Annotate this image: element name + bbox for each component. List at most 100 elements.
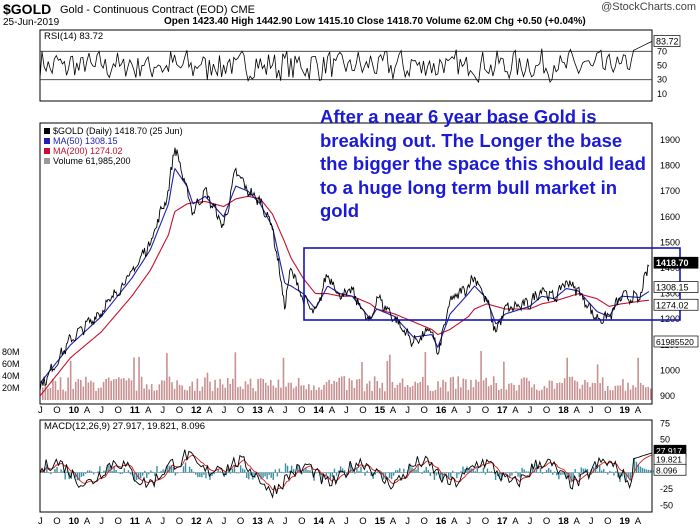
macd-histogram-bar: [572, 472, 574, 481]
volume-bar: [125, 380, 128, 400]
volume-bar: [72, 388, 74, 400]
volume-bar: [163, 380, 166, 400]
volume-bar: [470, 379, 472, 400]
volume-bar: [186, 390, 188, 400]
volume-bar: [500, 388, 503, 400]
macd-histogram-bar: [384, 472, 387, 480]
macd-histogram-bar: [335, 472, 338, 476]
volume-bar: [44, 384, 47, 400]
volume-bar: [264, 382, 267, 400]
volume-bar: [525, 377, 528, 400]
macd-histogram-bar: [525, 471, 527, 473]
volume-bar: [333, 380, 335, 400]
x-axis-label: O: [176, 405, 183, 416]
x-axis-label: J: [222, 405, 227, 416]
x-axis-label-bottom: A: [145, 516, 152, 527]
macd-histogram-bar: [605, 471, 607, 473]
macd-histogram-bar: [474, 471, 476, 473]
x-axis-label: J: [283, 405, 288, 416]
macd-histogram-bar: [374, 472, 376, 475]
volume-bar: [143, 388, 145, 400]
price-last-value-box: [653, 281, 699, 293]
volume-bar: [634, 387, 637, 400]
volume-bar: [47, 388, 49, 400]
macd-histogram-bar: [290, 465, 293, 473]
volume-bar: [229, 383, 232, 400]
macd-histogram-bar: [307, 470, 309, 473]
volume-bar: [427, 385, 429, 400]
volume-bar: [624, 390, 627, 400]
rsi-last-value-label: 83.72: [656, 37, 679, 47]
volume-bar: [579, 388, 581, 400]
volume-bar: [548, 380, 551, 400]
macd-histogram-bar: [505, 472, 507, 475]
volume-bar: [361, 362, 363, 400]
volume-bar: [310, 390, 313, 400]
macd-histogram-bar: [97, 471, 99, 473]
macd-histogram-bar: [450, 472, 452, 478]
macd-histogram-bar: [603, 468, 605, 473]
volume-bar: [77, 378, 80, 400]
macd-histogram-bar: [397, 470, 399, 473]
volume-bar: [123, 378, 125, 400]
rsi-panel-frame: [39, 29, 653, 102]
x-axis-label-bottom: O: [421, 516, 428, 527]
price-tick-label: 900: [660, 391, 675, 401]
x-axis-label-bottom: J: [466, 516, 471, 527]
volume-bar: [543, 385, 546, 400]
volume-bar: [297, 377, 300, 400]
volume-bar: [85, 376, 87, 400]
volume-bar: [503, 361, 505, 400]
x-axis-label: O: [237, 405, 244, 416]
macd-histogram-bar: [456, 472, 458, 479]
macd-histogram-bar: [421, 472, 423, 474]
volume-bar: [325, 382, 328, 400]
volume-bar: [181, 385, 183, 400]
macd-histogram-bar: [133, 472, 136, 482]
macd-histogram-bar: [327, 472, 330, 474]
macd-histogram-bar: [182, 466, 185, 473]
macd-histogram-bar: [64, 472, 66, 480]
volume-bar: [447, 391, 449, 400]
volume-bar: [434, 389, 437, 400]
x-axis-label: A: [268, 405, 275, 416]
volume-bar: [530, 387, 533, 400]
macd-histogram-bar: [109, 465, 111, 473]
macd-histogram-bar: [99, 466, 101, 473]
macd-histogram-bar: [484, 472, 487, 475]
volume-bar: [209, 381, 211, 400]
x-axis-label-bottom: A: [574, 516, 581, 527]
price-last-value-label: 1274.02: [656, 300, 689, 310]
macd-histogram-bar: [188, 466, 191, 473]
macd-histogram-bar: [543, 471, 546, 473]
volume-bar: [335, 381, 338, 400]
price-tick-label: 1600: [660, 212, 680, 222]
macd-tick-label: 50: [660, 435, 670, 445]
x-axis-label-bottom: 14: [313, 516, 324, 527]
macd-histogram-bar: [615, 471, 617, 473]
volume-bar: [439, 387, 442, 400]
volume-bar: [107, 377, 110, 400]
volume-bar: [404, 386, 406, 400]
x-axis-label: 16: [436, 405, 447, 416]
macd-histogram-bar: [150, 470, 152, 473]
volume-bar: [376, 380, 378, 400]
macd-histogram-bar: [452, 470, 454, 473]
volume-bar: [226, 378, 229, 400]
watermark: @StockCharts.com: [601, 1, 696, 13]
macd-histogram-bar: [190, 469, 193, 473]
volume-bar: [574, 380, 576, 400]
macd-histogram-bar: [239, 465, 242, 473]
volume-bar: [406, 385, 409, 400]
macd-histogram-bar: [643, 468, 646, 473]
macd-legend: MACD(12,26,9) 27.917, 19.821, 8.096: [44, 421, 205, 432]
macd-histogram-bar: [364, 472, 366, 476]
volume-bar: [221, 384, 224, 400]
macd-histogram-bar: [244, 469, 246, 473]
macd-histogram-bar: [264, 472, 266, 477]
macd-histogram-bar: [162, 469, 164, 473]
volume-bar: [480, 350, 482, 400]
macd-histogram-bar: [301, 472, 303, 475]
macd-histogram-bar: [598, 465, 601, 473]
volume-bar: [632, 385, 634, 400]
